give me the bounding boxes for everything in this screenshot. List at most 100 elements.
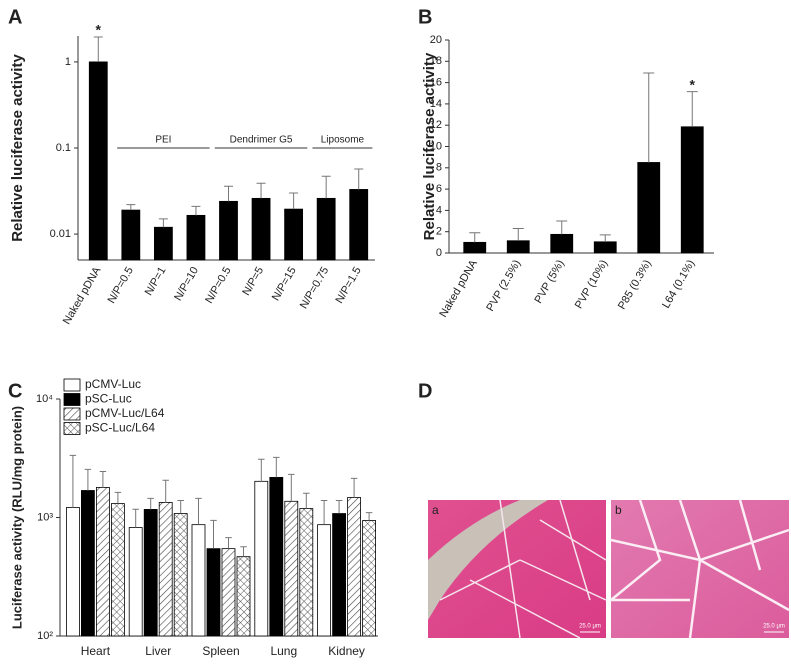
error-bar: [114, 491, 122, 504]
chart-panel: B Relative luciferase activity 0 2 4 6 8 10 12 14…: [418, 6, 714, 320]
bar: [191, 524, 206, 637]
error-bar: [99, 470, 107, 488]
y-tick-label: 10³: [37, 511, 53, 523]
panel-label: A: [8, 6, 22, 28]
legend-swatch: [63, 378, 81, 392]
panel-label: D: [418, 380, 432, 402]
bar: [66, 507, 80, 637]
group-label: PEI: [155, 135, 171, 146]
error-bar: [321, 175, 331, 199]
x-tick-label: N/P=0.75: [298, 265, 331, 311]
bar: [81, 490, 95, 637]
x-tick-label: Naked pDNA: [437, 257, 480, 319]
y-axis-label: Luciferase activity (RLU/mg protein): [9, 406, 24, 629]
y-tick-label: 0: [436, 247, 442, 259]
x-tick-label: PVP (5%): [532, 258, 566, 306]
bar: [269, 476, 284, 637]
bar: [332, 513, 347, 637]
error-bar: [240, 546, 247, 557]
error-bar: [320, 500, 328, 525]
y-tick-label: 12: [430, 119, 442, 131]
error-bar: [258, 458, 265, 482]
bar: [637, 162, 661, 254]
error-bar: [335, 500, 343, 514]
group-label: Dendrimer G5: [230, 135, 293, 146]
error-bar: [147, 497, 154, 510]
bar: [128, 527, 143, 637]
bar: [506, 240, 530, 254]
legend-label: pCMV-Luc: [85, 377, 141, 391]
chart-panel: A Relative luciferase activity 0.01 0.1 1 Nak…: [8, 6, 375, 327]
bar: [173, 513, 188, 637]
x-tick-label: L64 (0.1%): [660, 258, 697, 311]
error-bar: [599, 234, 611, 242]
y-tick-label: 6: [436, 183, 442, 195]
y-tick-label: 8: [436, 162, 442, 174]
legend-swatch: [63, 407, 81, 421]
error-bar: [643, 72, 655, 163]
significance-marker: *: [96, 22, 102, 38]
error-bar: [158, 218, 168, 228]
bar: [251, 197, 271, 261]
bar: [550, 233, 574, 254]
y-tick-label: 10: [430, 140, 442, 152]
bar: [347, 497, 362, 637]
x-tick-label: Naked pDNA: [61, 264, 104, 326]
bar: [221, 548, 236, 637]
group-label: Liposome: [321, 135, 365, 146]
bar: [284, 208, 304, 261]
bar: [88, 61, 108, 261]
bar: [96, 486, 110, 637]
legend-label: pSC-Luc/L64: [85, 421, 155, 435]
bar: [593, 241, 617, 254]
y-tick-label: 10⁴: [36, 393, 53, 405]
bar: [299, 508, 314, 637]
bar: [680, 126, 704, 254]
bar: [143, 509, 158, 637]
error-bar: [289, 192, 299, 210]
error-bar: [191, 205, 201, 216]
error-bar: [126, 204, 136, 211]
image-label: a: [432, 503, 439, 517]
error-bar: [469, 232, 481, 243]
bar: [316, 197, 336, 261]
bar: [463, 241, 487, 254]
x-tick-label: Lung: [270, 644, 297, 658]
error-bar: [350, 477, 358, 498]
error-bar: [512, 228, 524, 241]
y-tick-label: 0.1: [56, 142, 71, 154]
y-tick-label: 18: [430, 55, 442, 67]
x-tick-label: PVP (2.5%): [484, 258, 523, 314]
micrograph: a 25.0 μm: [428, 499, 607, 639]
legend-label: pSC-Luc: [85, 392, 132, 406]
x-tick-label: N/P=1: [143, 265, 169, 298]
error-bar: [69, 454, 77, 508]
error-bar: [365, 512, 373, 521]
y-axis-label: Relative luciferase activity: [9, 54, 26, 242]
y-tick-label: 16: [430, 77, 442, 89]
error-bar: [556, 220, 568, 235]
x-tick-label: N/P=15: [270, 265, 299, 303]
error-bar: [354, 168, 364, 190]
bar: [236, 556, 251, 637]
y-axis-label: Relative luciferase activity: [421, 52, 438, 240]
error-bar: [273, 456, 280, 478]
x-tick-label: N/P=0.5: [106, 265, 136, 306]
scale-bar: 25.0 μm: [579, 624, 601, 630]
y-tick-label: 2: [436, 226, 442, 238]
error-bar: [195, 497, 202, 525]
bar: [111, 503, 125, 637]
x-tick-label: Liver: [145, 644, 171, 658]
error-bar: [225, 537, 232, 549]
error-bar: [303, 492, 310, 509]
x-tick-label: Kidney: [328, 644, 365, 658]
error-bar: [93, 36, 103, 62]
bar: [349, 189, 369, 261]
chart-panel: C Luciferase activity (RLU/mg protein) 10²…: [8, 377, 378, 658]
micrograph: b 25.0 μm: [610, 499, 790, 639]
image-label: b: [615, 503, 622, 517]
bar: [254, 480, 269, 637]
x-tick-label: N/P=1.5: [333, 265, 363, 306]
y-tick-label: 14: [430, 98, 442, 110]
panel-d: D a 25.0 μm b 25.0 μm: [418, 380, 790, 639]
